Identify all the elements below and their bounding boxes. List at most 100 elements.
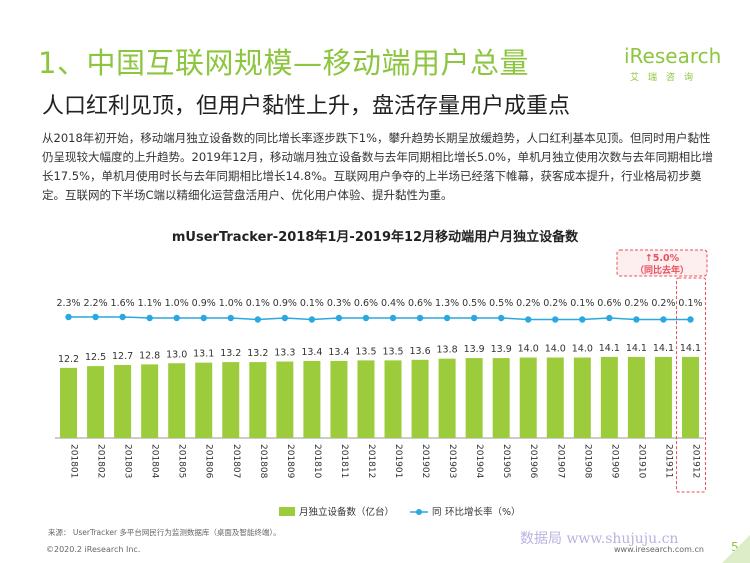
legend-line-marker: [416, 509, 422, 515]
growth-point-201812: [362, 314, 370, 322]
growth-value-label: 0.1%: [678, 298, 702, 309]
growth-value-label: 0.6%: [354, 298, 378, 309]
iresearch-logo: iResearch 艾瑞咨询: [612, 40, 722, 88]
growth-value-label: 0.2%: [651, 298, 675, 309]
growth-point-201801: [65, 313, 72, 321]
bar-value-label: 14.1: [653, 343, 674, 354]
page-title: 1、中国互联网规模—移动端用户总量: [38, 46, 529, 80]
x-tick-label: 201812: [366, 444, 376, 478]
growth-value-label: 0.1%: [570, 298, 594, 309]
x-tick-label: 201904: [474, 444, 484, 479]
x-tick-label: 201805: [177, 444, 187, 478]
bar-value-label: 12.8: [139, 350, 160, 361]
growth-point-201912: [687, 316, 694, 323]
growth-value-label: 0.2%: [624, 298, 648, 309]
bar-value-label: 12.2: [58, 354, 79, 365]
growth-point-201810: [308, 316, 316, 323]
growth-point-201904: [470, 314, 478, 322]
growth-point-201909: [606, 314, 613, 322]
bar-201912: [681, 356, 699, 438]
bar-value-label: 13.0: [166, 349, 187, 360]
growth-value-label: 2.2%: [83, 298, 107, 309]
growth-value-label: 1.3%: [435, 298, 459, 309]
x-tick-label: 201911: [663, 444, 673, 478]
bar-201811: [330, 360, 348, 438]
x-tick-label: 201909: [609, 444, 619, 479]
bar-value-label: 13.9: [464, 344, 485, 355]
bar-201809: [276, 361, 294, 438]
growth-value-label: 0.9%: [192, 298, 216, 309]
growth-point-201805: [173, 314, 180, 322]
x-tick-label: 201910: [636, 444, 646, 479]
growth-value-label: 1.0%: [165, 298, 189, 309]
highlight-box: [675, 277, 706, 493]
x-tick-label: 201905: [501, 444, 511, 478]
logo-wordmark: iResearch: [624, 44, 722, 68]
x-tick-label: 201901: [393, 444, 403, 478]
legend-bar-label: 月独立设备数（亿台）: [299, 506, 394, 518]
growth-value-label: 0.5%: [489, 298, 513, 309]
growth-point-201807: [227, 314, 234, 322]
x-tick-label: 201803: [123, 444, 133, 478]
x-tick-label: 201809: [285, 444, 295, 479]
x-tick-label: 201908: [582, 444, 592, 479]
growth-point-201811: [335, 314, 343, 322]
bar-201903: [438, 358, 456, 438]
x-tick-label: 201806: [204, 444, 214, 479]
page-subtitle: 人口红利见顶，但用户黏性上升，盘活存量用户成重点: [42, 94, 571, 119]
growth-point-201903: [443, 314, 451, 322]
bar-value-label: 13.3: [274, 348, 295, 359]
x-tick-label: 201912: [690, 444, 700, 478]
growth-point-201808: [254, 316, 262, 323]
growth-value-label: 0.6%: [408, 298, 432, 309]
bar-201805: [168, 363, 186, 438]
bar-201802: [87, 366, 105, 438]
bar-value-label: 12.5: [85, 352, 106, 363]
bar-201907: [546, 357, 564, 438]
growth-value-label: 2.3%: [56, 298, 80, 309]
intro-paragraph: 从2018年初开始，移动端月独立设备数的同比增长率逐步跌下1%，攀升趋势长期呈放…: [42, 131, 714, 202]
legend-line-prefix: 同: [432, 507, 442, 518]
bar-value-label: 14.1: [680, 343, 701, 354]
growth-point-201905: [497, 314, 505, 322]
growth-value-label: 0.2%: [543, 298, 567, 309]
growth-value-label: 0.2%: [516, 298, 540, 309]
x-tick-label: 201808: [258, 444, 268, 479]
bar-value-label: 13.4: [328, 347, 349, 358]
bar-value-label: 14.0: [572, 344, 593, 355]
growth-point-201908: [579, 316, 586, 323]
x-tick-label: 201810: [312, 444, 322, 479]
bar-201801: [60, 367, 78, 438]
bar-201804: [141, 364, 159, 438]
bar-201803: [114, 364, 132, 438]
growth-value-label: 1.6%: [111, 298, 135, 309]
x-tick-label: 201902: [420, 444, 430, 478]
bar-201904: [465, 358, 483, 438]
growth-value-label: 0.9%: [273, 298, 297, 309]
annotation-caption: （同比去年）: [635, 264, 689, 276]
growth-value-label: 1.0%: [219, 298, 243, 309]
growth-point-201809: [281, 314, 289, 322]
website-link[interactable]: www.iresearch.com.cn: [614, 545, 704, 554]
growth-point-201802: [92, 313, 99, 321]
x-tick-label: 201801: [69, 444, 79, 478]
x-tick-label: 201802: [96, 444, 106, 478]
growth-value-label: 0.6%: [597, 298, 621, 309]
growth-value-label: 0.3%: [327, 298, 351, 309]
growth-point-201803: [119, 313, 126, 321]
bar-201902: [411, 359, 429, 438]
bar-value-label: 13.8: [437, 345, 458, 356]
bar-201810: [303, 360, 321, 438]
growth-point-201901: [389, 314, 397, 322]
growth-value-label: 0.1%: [246, 298, 270, 309]
bar-value-label: 13.5: [382, 346, 403, 357]
bar-value-label: 13.4: [301, 347, 322, 358]
source-note: 来源： UserTracker 多平台网民行为监测数据库（桌面及智能终端）。: [48, 528, 281, 537]
growth-point-201907: [552, 316, 559, 323]
bar-value-label: 13.9: [491, 344, 512, 355]
annotation-box: [616, 249, 708, 277]
growth-point-201806: [200, 314, 207, 322]
bar-value-label: 12.7: [112, 351, 133, 362]
bar-201812: [357, 360, 375, 438]
bar-201908: [573, 357, 591, 438]
